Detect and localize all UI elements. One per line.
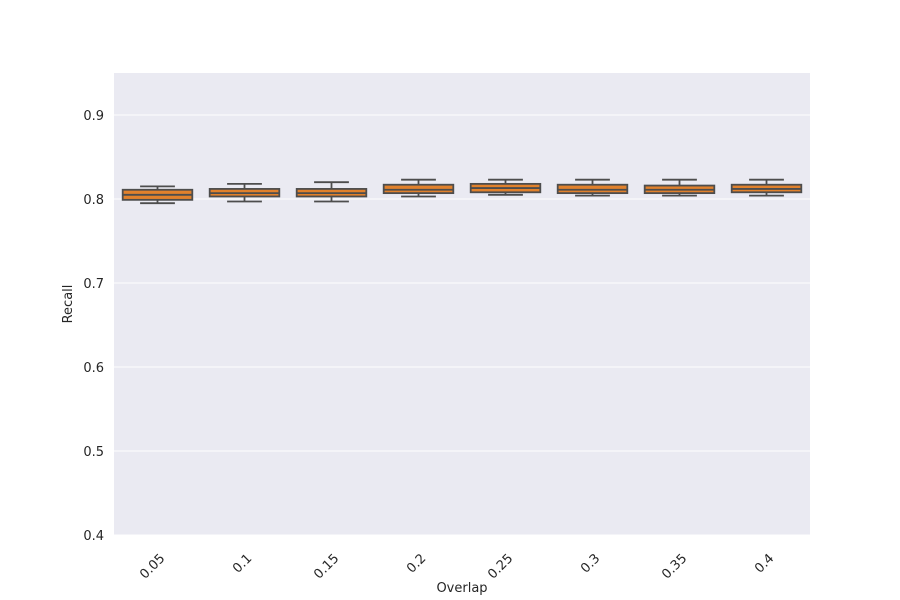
box-0.2: [382, 178, 455, 198]
y-axis-ticks: 0.4 0.5 0.6 0.7 0.8 0.9: [83, 109, 104, 544]
y-tick-label: 0.7: [83, 277, 104, 292]
x-tick-label: 0.1: [230, 551, 255, 576]
x-tick-label: 0.4: [752, 551, 777, 576]
y-axis-title: Recall: [61, 285, 76, 324]
box-0.25: [469, 178, 542, 196]
x-tick-label: 0.3: [578, 551, 603, 576]
y-tick-label: 0.4: [83, 529, 104, 544]
box-0.1: [208, 182, 281, 203]
box-0.35: [643, 178, 716, 197]
x-tick-label: 0.05: [137, 551, 168, 582]
y-tick-label: 0.8: [83, 193, 104, 208]
box-0.4: [730, 178, 803, 197]
x-axis-title: Overlap: [436, 581, 487, 596]
x-axis-ticks: 0.05 0.1 0.15 0.2 0.25 0.3 0.35 0.4: [137, 551, 777, 582]
box-0.15: [295, 181, 368, 203]
box-0.05: [121, 185, 194, 205]
y-tick-label: 0.6: [83, 361, 104, 376]
y-tick-label: 0.9: [83, 109, 104, 124]
box-series: [121, 178, 803, 205]
x-tick-label: 0.25: [485, 551, 516, 582]
plot-area: [114, 73, 810, 535]
box-0.3: [556, 178, 629, 197]
grid-lines: [114, 114, 810, 536]
x-tick-label: 0.15: [311, 551, 342, 582]
x-tick-label: 0.35: [659, 551, 690, 582]
x-tick-label: 0.2: [404, 551, 429, 576]
y-tick-label: 0.5: [83, 445, 104, 460]
